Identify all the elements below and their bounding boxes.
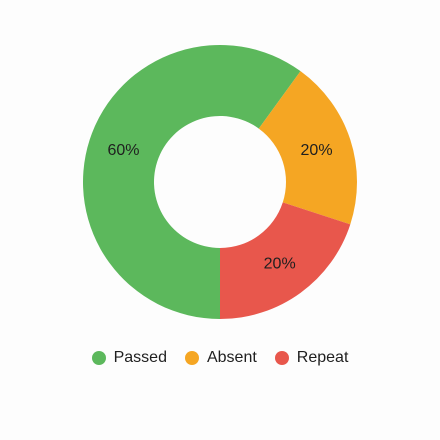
legend-item-repeat[interactable]: Repeat [274,349,349,367]
legend-swatch-absent [184,351,199,365]
legend-swatch-passed [91,351,106,365]
slice-label-absent: 20% [301,142,333,159]
slice-labels-layer: 60% 20% 20% [107,142,332,272]
legend-item-absent[interactable]: Absent [184,349,257,367]
legend-swatch-repeat [274,351,289,365]
legend-item-passed[interactable]: Passed [91,349,167,367]
legend: Passed Absent Repeat [0,349,440,367]
slice-absent[interactable] [258,71,357,225]
legend-label-repeat: Repeat [296,349,349,366]
slice-passed[interactable] [83,44,301,319]
slice-repeat[interactable] [220,202,351,319]
slice-label-passed: 60% [107,142,139,159]
legend-label-passed: Passed [113,349,167,366]
slice-label-repeat: 20% [264,256,296,273]
legend-label-absent: Absent [206,349,257,366]
slices-layer [83,44,357,319]
